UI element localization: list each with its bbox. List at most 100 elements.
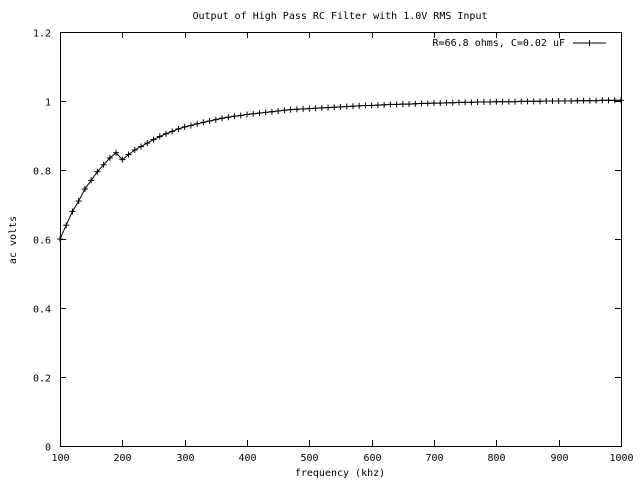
data-point (381, 101, 388, 108)
data-point (605, 97, 612, 104)
y-axis-label: ac volts (8, 216, 19, 264)
data-point (406, 101, 413, 108)
data-point (512, 98, 519, 105)
data-point (113, 149, 120, 156)
data-point (555, 98, 562, 104)
data-point (100, 161, 107, 168)
data-point (162, 130, 169, 137)
x-tick-label: 400 (238, 453, 256, 464)
data-point (275, 108, 282, 115)
data-point (437, 100, 444, 107)
data-point (530, 98, 537, 105)
data-point (306, 105, 313, 112)
data-point (287, 106, 294, 113)
data-point (480, 99, 487, 106)
data-point (393, 101, 400, 108)
data-point (387, 101, 394, 108)
x-tick-label: 300 (176, 453, 194, 464)
data-point (574, 97, 581, 104)
data-point (156, 133, 163, 140)
data-point (455, 99, 462, 106)
data-point (343, 103, 350, 110)
data-point (187, 122, 194, 129)
x-tick-label: 700 (425, 453, 443, 464)
data-point (69, 208, 76, 215)
data-point (487, 99, 494, 106)
data-point (237, 112, 244, 119)
data-point (194, 120, 201, 127)
data-point (88, 177, 95, 184)
legend-label: R=66.8 ohms, C=0.02 uF (433, 38, 565, 49)
plot-frame (60, 32, 622, 447)
x-axis-label: frequency (khz) (295, 468, 385, 479)
y-tick-label: 1.2 (33, 29, 51, 40)
data-point (611, 97, 618, 104)
data-point (293, 106, 300, 113)
data-point (212, 116, 219, 123)
data-point (505, 98, 512, 105)
data-point (543, 98, 550, 104)
data-point (580, 97, 587, 104)
data-point (138, 143, 145, 150)
data-point (318, 104, 325, 111)
x-tick-label: 600 (363, 453, 381, 464)
data-point (94, 168, 101, 175)
x-tick-label: 500 (300, 453, 318, 464)
data-point (462, 99, 469, 106)
data-point (144, 140, 151, 147)
data-point (131, 146, 138, 153)
axis-ticks: 100 200 300 400 500 600 700 800 900 1000 0 0.2 0.4 0.… (33, 29, 634, 465)
y-tick-label: 0.8 (33, 167, 51, 178)
data-point (81, 185, 88, 192)
data-point (106, 154, 113, 161)
x-tick-label: 1000 (609, 453, 633, 464)
data-point (331, 104, 338, 111)
series-line (59, 99, 621, 240)
data-point (499, 98, 506, 105)
data-point (262, 109, 269, 116)
data-point (536, 98, 543, 105)
data-point (244, 111, 250, 118)
y-tick-label: 0.4 (33, 305, 51, 316)
y-tick-label: 0 (45, 443, 51, 454)
data-point (300, 105, 307, 112)
x-tick-label: 200 (113, 453, 131, 464)
data-point (399, 101, 406, 108)
data-point (561, 98, 568, 104)
data-point (219, 115, 226, 122)
legend: R=66.8 ohms, C=0.02 uF (433, 38, 606, 49)
data-point (618, 97, 624, 104)
data-point (349, 103, 356, 110)
data-point (362, 102, 369, 109)
x-tick-label: 800 (487, 453, 505, 464)
data-point (125, 151, 132, 158)
data-point (368, 102, 375, 109)
y-tick-label: 0.6 (33, 236, 51, 247)
data-point (593, 97, 600, 104)
data-point (374, 102, 381, 109)
data-point (200, 119, 207, 126)
data-point (524, 98, 531, 105)
data-point (549, 98, 556, 104)
data-point (75, 198, 82, 205)
data-point (599, 97, 606, 104)
x-tick-label: 100 (51, 453, 69, 464)
data-point (443, 99, 450, 106)
data-point (281, 107, 288, 114)
data-point (119, 156, 126, 163)
data-point (424, 100, 431, 107)
data-point (268, 108, 275, 115)
data-point (474, 99, 481, 106)
series-layer (57, 97, 624, 242)
chart-title: Output of High Pass RC Filter with 1.0V … (192, 11, 487, 22)
y-tick-label: 1 (45, 98, 51, 109)
data-point (493, 98, 500, 105)
data-point (568, 98, 575, 104)
data-point (169, 128, 176, 135)
data-point (586, 97, 593, 104)
data-point (518, 98, 525, 105)
data-point (356, 102, 363, 109)
data-point (256, 110, 263, 117)
data-point (63, 222, 70, 229)
